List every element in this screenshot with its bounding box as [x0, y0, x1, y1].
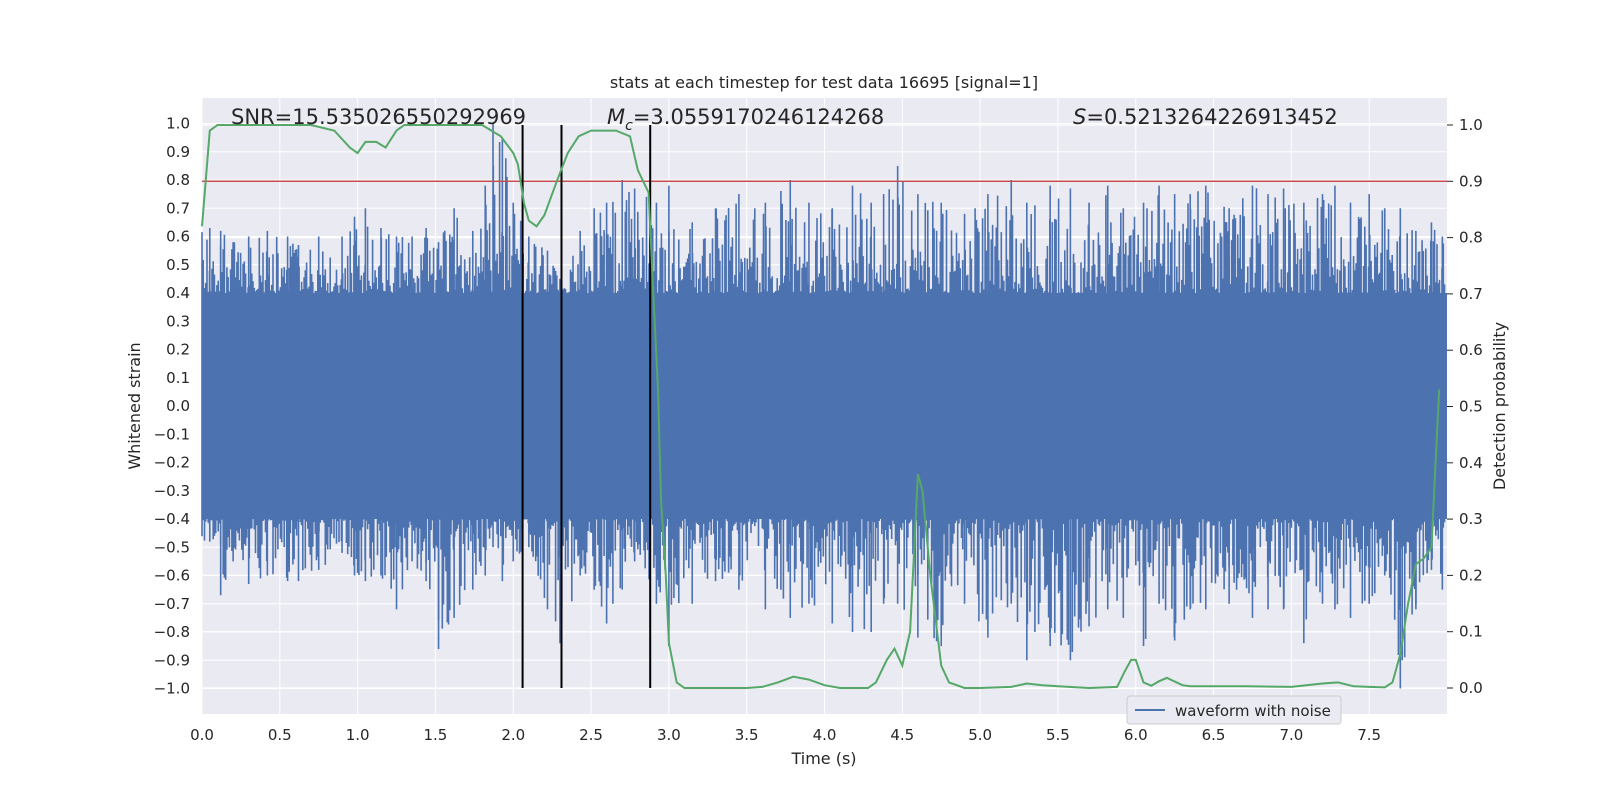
- y-axis-ticks: 1.0 0.9 0.8 0.7 0.6 0.5 0.4 0.3 0.2 0.1 0.0 −0.1 −0.…: [154, 115, 190, 698]
- s-value: =0.5213264226913452: [1086, 105, 1337, 129]
- x-tick-label: 2.0: [501, 726, 525, 744]
- y2-tick-label: 0.2: [1459, 566, 1483, 584]
- y-tick-label: −0.9: [154, 651, 190, 669]
- legend-label: waveform with noise: [1175, 702, 1331, 720]
- y-tick-label: −0.5: [154, 538, 190, 556]
- x-tick-label: 0.5: [268, 726, 292, 744]
- y2-tick-label: 0.8: [1459, 229, 1483, 247]
- y-tick-label: −0.4: [154, 510, 190, 528]
- y-tick-label: 0.8: [166, 171, 190, 189]
- x-axis-ticks: 0.0 0.5 1.0 1.5 2.0 2.5 3.0 3.5 4.0 4.5 5.0 5.5 6.0 6…: [190, 726, 1381, 744]
- mc-subscript: c: [625, 118, 633, 134]
- y2-tick-label: 0.5: [1459, 398, 1483, 416]
- y2-tick-label: 0.1: [1459, 623, 1483, 641]
- x-tick-label: 1.0: [346, 726, 370, 744]
- x-tick-label: 6.0: [1124, 726, 1148, 744]
- y2-tick-label: 0.6: [1459, 341, 1483, 359]
- y-tick-label: 0.6: [166, 228, 190, 246]
- y2-tick-label: 0.7: [1459, 285, 1483, 303]
- x-tick-label: 6.5: [1202, 726, 1226, 744]
- y-tick-label: −0.8: [154, 623, 190, 641]
- x-tick-label: 0.0: [190, 726, 214, 744]
- x-tick-label: 2.5: [579, 726, 603, 744]
- y-tick-label: −1.0: [154, 680, 190, 698]
- y2-tick-label: 0.9: [1459, 172, 1483, 190]
- y-tick-label: −0.2: [154, 454, 190, 472]
- y-axis-label: Whitened strain: [125, 342, 144, 469]
- y2-tick-label: 0.3: [1459, 510, 1483, 528]
- x-tick-label: 4.0: [813, 726, 837, 744]
- mc-value: =3.0559170246124268: [633, 105, 884, 129]
- y-tick-label: 0.1: [166, 369, 190, 387]
- x-tick-label: 7.0: [1279, 726, 1303, 744]
- y-tick-label: 0.7: [166, 199, 190, 217]
- waveform-noise: [201, 142, 1446, 661]
- legend-box: [1126, 695, 1342, 725]
- waveform-series: [201, 123, 1447, 689]
- mc-symbol: M: [607, 105, 625, 129]
- x-axis-label: Time (s): [790, 749, 856, 768]
- s-annotation: S=0.5213264226913452: [1073, 105, 1338, 129]
- y2-axis-label: Detection probability: [1490, 322, 1509, 490]
- y-tick-label: −0.7: [154, 595, 190, 613]
- chart-title: stats at each timestep for test data 166…: [610, 73, 1038, 92]
- x-tick-label: 3.5: [735, 726, 759, 744]
- y-tick-label: 0.3: [166, 312, 190, 330]
- y2-tick-label: 0.0: [1459, 679, 1483, 697]
- y2-tick-label: 0.4: [1459, 454, 1483, 472]
- y-tick-label: 1.0: [166, 115, 190, 133]
- y-tick-label: −0.6: [154, 567, 190, 585]
- x-tick-label: 1.5: [424, 726, 448, 744]
- y-tick-label: 0.2: [166, 341, 190, 359]
- x-tick-label: 5.5: [1046, 726, 1070, 744]
- x-tick-label: 7.5: [1357, 726, 1381, 744]
- legend: waveform with noise: [1126, 695, 1342, 725]
- x-tick-label: 5.0: [968, 726, 992, 744]
- s-symbol: S: [1073, 105, 1086, 129]
- x-tick-label: 4.5: [890, 726, 914, 744]
- snr-annotation: SNR=15.535026550292969: [231, 105, 526, 129]
- y-tick-label: −0.1: [154, 425, 190, 443]
- probability-series: [201, 124, 1441, 690]
- y-tick-label: 0.4: [166, 284, 190, 302]
- y-tick-label: −0.3: [154, 482, 190, 500]
- mc-annotation: Mc=3.0559170246124268: [607, 105, 884, 134]
- y-tick-label: 0.5: [166, 256, 190, 274]
- y-tick-label: 0.0: [166, 397, 190, 415]
- y2-tick-label: 1.0: [1459, 116, 1483, 134]
- y2-axis-ticks: 1.0 0.9 0.8 0.7 0.6 0.5 0.4 0.3 0.2 0.1 0.0: [1447, 116, 1483, 697]
- y-tick-label: 0.9: [166, 143, 190, 161]
- x-tick-label: 3.0: [657, 726, 681, 744]
- probability-line: [201, 124, 1441, 690]
